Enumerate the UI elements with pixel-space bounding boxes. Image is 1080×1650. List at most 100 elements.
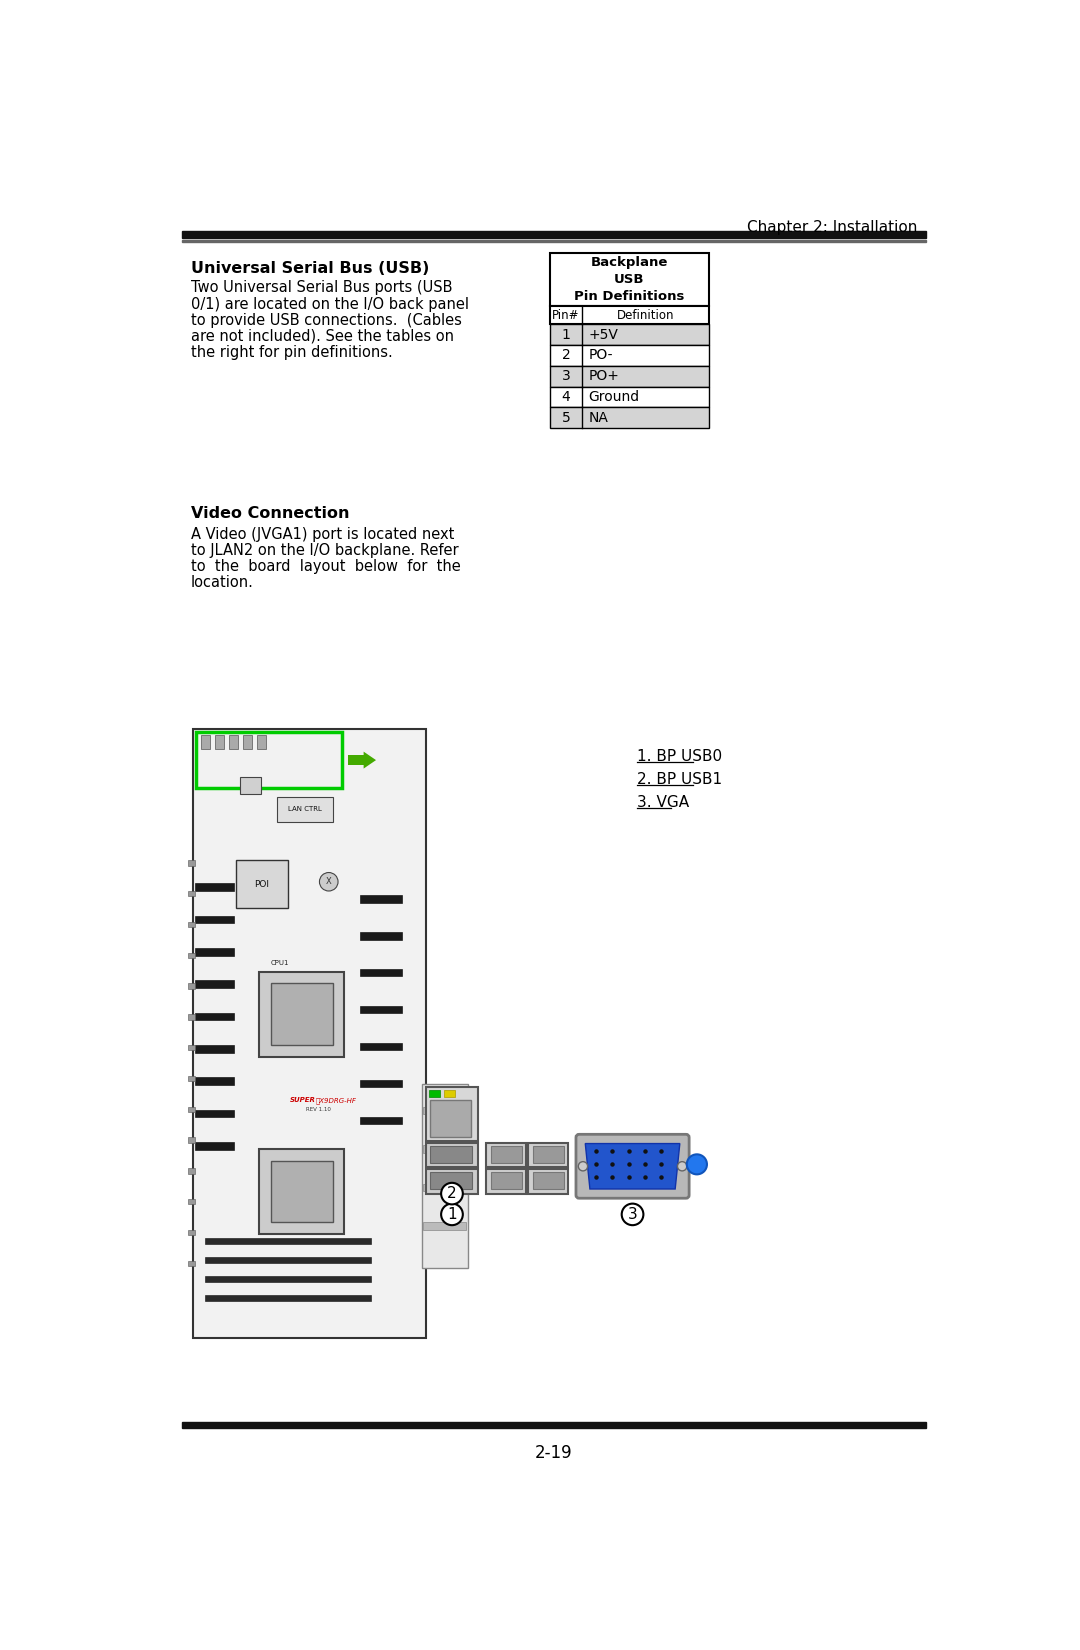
Bar <box>215 736 225 749</box>
Bar <box>532 1145 564 1163</box>
Text: 0/1) are located on the I/O back panel: 0/1) are located on the I/O back panel <box>191 297 469 312</box>
Bar <box>181 239 926 241</box>
Bar <box>188 1107 194 1112</box>
Bar <box>188 860 194 866</box>
Bar <box>271 983 333 1044</box>
Text: 5: 5 <box>562 411 570 424</box>
Bar <box>188 983 194 988</box>
Text: 1: 1 <box>447 1206 457 1223</box>
Circle shape <box>578 1162 588 1172</box>
Bar <box>360 1079 403 1087</box>
Text: Pin#: Pin# <box>552 309 580 322</box>
Bar <box>195 1142 234 1150</box>
Text: REV 1.10: REV 1.10 <box>307 1107 332 1112</box>
Bar <box>360 1006 403 1013</box>
Bar <box>193 729 426 1338</box>
Text: CPU1: CPU1 <box>271 960 289 967</box>
Bar <box>188 891 194 896</box>
Bar <box>195 1044 234 1053</box>
Text: to JLAN2 on the I/O backplane. Refer: to JLAN2 on the I/O backplane. Refer <box>191 543 458 558</box>
Bar <box>197 733 342 787</box>
Bar <box>426 1168 478 1193</box>
Bar <box>426 1087 478 1142</box>
Bar <box>490 1172 522 1190</box>
Text: Chapter 2: Installation: Chapter 2: Installation <box>747 219 918 234</box>
Bar <box>423 1145 465 1153</box>
Bar <box>486 1143 526 1168</box>
Bar <box>195 980 234 988</box>
Bar <box>276 797 333 822</box>
Text: 1. BP USB0: 1. BP USB0 <box>637 749 723 764</box>
Bar <box>550 305 708 325</box>
Text: X: X <box>326 878 332 886</box>
Bar <box>195 1013 234 1020</box>
Text: 2: 2 <box>562 348 570 363</box>
Bar <box>188 1137 194 1143</box>
Text: POI: POI <box>255 879 270 889</box>
Bar <box>422 1084 469 1269</box>
Bar <box>360 969 403 977</box>
Bar <box>360 932 403 939</box>
Bar <box>528 1143 568 1168</box>
Text: +5V: +5V <box>589 328 618 342</box>
Bar <box>259 1148 345 1234</box>
Text: Universal Serial Bus (USB): Universal Serial Bus (USB) <box>191 261 429 276</box>
Circle shape <box>441 1183 463 1204</box>
Text: LAN CTRL: LAN CTRL <box>287 807 322 812</box>
Text: PO-: PO- <box>589 348 612 363</box>
Bar <box>188 1015 194 1020</box>
Bar <box>229 736 238 749</box>
Bar <box>181 231 926 238</box>
Bar <box>550 345 708 366</box>
Bar <box>423 1183 465 1191</box>
Bar <box>550 254 708 305</box>
Bar <box>195 949 234 955</box>
Bar <box>201 736 211 749</box>
Bar <box>423 1107 465 1114</box>
Bar <box>430 1099 471 1137</box>
Text: Two Universal Serial Bus ports (USB: Two Universal Serial Bus ports (USB <box>191 280 453 295</box>
Text: 3: 3 <box>627 1206 637 1223</box>
Circle shape <box>687 1155 707 1175</box>
Circle shape <box>622 1203 644 1226</box>
Bar <box>188 1168 194 1173</box>
Bar <box>423 1223 465 1229</box>
Circle shape <box>320 873 338 891</box>
Bar <box>205 1257 372 1262</box>
Bar <box>188 1200 194 1204</box>
Bar <box>240 777 261 794</box>
Bar <box>188 922 194 927</box>
Bar <box>550 366 708 386</box>
Text: 3: 3 <box>562 370 570 383</box>
Bar <box>426 1143 478 1168</box>
Bar <box>360 1043 403 1051</box>
Bar <box>429 1091 440 1097</box>
Bar <box>181 1422 926 1427</box>
Text: A Video (JVGA1) port is located next: A Video (JVGA1) port is located next <box>191 526 455 541</box>
Bar <box>243 736 252 749</box>
Text: Backplane
USB
Pin Definitions: Backplane USB Pin Definitions <box>573 256 685 304</box>
Bar <box>188 952 194 959</box>
Text: NA: NA <box>589 411 608 424</box>
Circle shape <box>441 1203 463 1226</box>
Text: ⓄX9DRG-HF: ⓄX9DRG-HF <box>315 1097 356 1104</box>
Bar <box>444 1091 455 1097</box>
Bar <box>257 736 266 749</box>
Bar <box>532 1172 564 1190</box>
Bar <box>188 1229 194 1236</box>
Bar <box>188 1261 194 1266</box>
Bar <box>550 386 708 408</box>
Bar <box>430 1145 472 1163</box>
Bar <box>271 1160 333 1223</box>
Bar <box>205 1238 372 1244</box>
Circle shape <box>677 1162 687 1172</box>
Text: PO+: PO+ <box>589 370 619 383</box>
Text: to  the  board  layout  below  for  the: to the board layout below for the <box>191 559 460 574</box>
Bar <box>195 1110 234 1117</box>
Bar <box>195 883 234 891</box>
Text: 3. VGA: 3. VGA <box>637 795 689 810</box>
Bar <box>430 1172 472 1190</box>
Bar <box>188 1076 194 1081</box>
Text: the right for pin definitions.: the right for pin definitions. <box>191 345 392 360</box>
Polygon shape <box>364 752 376 769</box>
